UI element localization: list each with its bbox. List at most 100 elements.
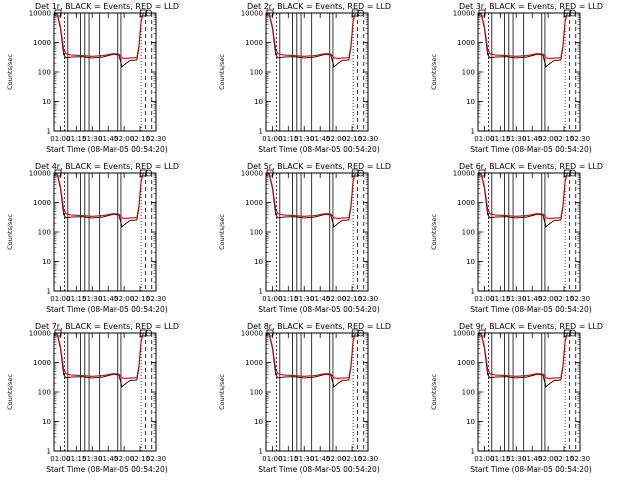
x-tick-label: 01:15 [490, 455, 510, 463]
series-line-events [265, 12, 363, 68]
x-axis-label: Start Time (08-Mar-05 00:54:20) [258, 465, 380, 474]
y-tick-label: 10 [254, 98, 263, 106]
x-tick-label: 02:00 [538, 455, 558, 463]
x-tick-label: 01:30 [82, 295, 102, 303]
x-tick-label: 02:15 [554, 455, 574, 463]
series-line-lld [477, 332, 575, 379]
series-line-lld [53, 332, 151, 379]
y-axis-label: Counts/sec [218, 54, 226, 90]
y-tick-label: 100 [38, 229, 51, 237]
x-tick-label: 02:00 [538, 135, 558, 143]
series-line-lld [53, 12, 151, 59]
y-axis-label: Counts/sec [6, 374, 14, 410]
series-line-lld [265, 332, 363, 379]
x-tick-label: 02:15 [130, 295, 150, 303]
x-tick-label: 01:15 [66, 295, 86, 303]
x-tick-label: 02:30 [146, 135, 166, 143]
y-tick-label: 1 [259, 448, 263, 456]
x-tick-label: 02:30 [358, 295, 378, 303]
series-line-lld [477, 12, 575, 59]
series-line-lld [265, 12, 363, 59]
y-tick-label: 1000 [245, 39, 263, 47]
y-tick-label: 10000 [241, 10, 263, 18]
x-tick-label: 01:15 [66, 455, 86, 463]
chart-panel-7: Det 7r, BLACK = Events, RED = LLD Start T… [6, 322, 179, 474]
y-tick-label: 100 [250, 389, 263, 397]
y-axis-label: Counts/sec [218, 374, 226, 410]
series-line-events [265, 332, 363, 388]
x-tick-label: 01:15 [490, 295, 510, 303]
y-axis-label: Counts/sec [430, 54, 438, 90]
series-line-lld [265, 172, 363, 219]
x-tick-label: 01:45 [522, 455, 542, 463]
y-tick-label: 100 [462, 69, 475, 77]
x-tick-label: 01:45 [522, 295, 542, 303]
series-line-events [477, 12, 575, 68]
y-tick-label: 10000 [29, 10, 51, 18]
x-axis-label: Start Time (08-Mar-05 00:54:20) [470, 465, 592, 474]
chart-title: Det 1r, BLACK = Events, RED = LLD [35, 2, 179, 11]
x-tick-label: 02:30 [146, 455, 166, 463]
y-tick-label: 10 [42, 98, 51, 106]
x-axis-label: Start Time (08-Mar-05 00:54:20) [470, 305, 592, 314]
x-tick-label: 02:15 [554, 295, 574, 303]
y-tick-label: 100 [38, 389, 51, 397]
x-tick-label: 02:15 [130, 455, 150, 463]
y-tick-label: 1000 [33, 199, 51, 207]
y-tick-label: 10 [466, 418, 475, 426]
y-tick-label: 1 [471, 448, 475, 456]
series-line-events [53, 172, 151, 228]
series-line-events [265, 172, 363, 228]
chart-title: Det 2r, BLACK = Events, RED = LLD [247, 2, 391, 11]
y-tick-label: 1000 [33, 359, 51, 367]
x-tick-label: 01:00 [474, 455, 494, 463]
x-tick-label: 01:45 [522, 135, 542, 143]
x-tick-label: 01:00 [50, 455, 70, 463]
y-tick-label: 1000 [245, 199, 263, 207]
y-tick-label: 1 [471, 128, 475, 136]
x-tick-label: 01:45 [310, 455, 330, 463]
series-line-events [53, 332, 151, 388]
x-tick-label: 02:00 [326, 455, 346, 463]
x-tick-label: 01:45 [310, 295, 330, 303]
y-tick-label: 10000 [29, 330, 51, 338]
x-tick-label: 01:00 [474, 135, 494, 143]
y-tick-label: 10000 [29, 170, 51, 178]
y-tick-label: 10000 [453, 330, 475, 338]
y-tick-label: 10000 [453, 10, 475, 18]
y-tick-label: 10 [42, 418, 51, 426]
series-line-events [53, 12, 151, 68]
y-tick-label: 10000 [453, 170, 475, 178]
x-tick-label: 02:15 [342, 135, 362, 143]
x-tick-label: 01:45 [98, 295, 118, 303]
plot-frame [477, 332, 581, 452]
x-tick-label: 02:15 [342, 295, 362, 303]
x-tick-label: 02:30 [358, 455, 378, 463]
chart-title: Det 9r, BLACK = Events, RED = LLD [459, 322, 603, 331]
chart-panel-5: Det 5r, BLACK = Events, RED = LLD Start T… [218, 162, 391, 314]
plot-frame [477, 12, 581, 132]
x-tick-label: 02:30 [570, 455, 590, 463]
x-tick-label: 01:30 [294, 455, 314, 463]
chart-title: Det 5r, BLACK = Events, RED = LLD [247, 162, 391, 171]
series-line-events [477, 172, 575, 228]
x-tick-label: 02:00 [326, 295, 346, 303]
x-tick-label: 02:15 [554, 135, 574, 143]
x-tick-label: 01:30 [82, 135, 102, 143]
chart-title: Det 8r, BLACK = Events, RED = LLD [247, 322, 391, 331]
x-tick-label: 02:30 [146, 295, 166, 303]
y-tick-label: 1000 [457, 39, 475, 47]
x-tick-label: 01:30 [82, 455, 102, 463]
y-axis-label: Counts/sec [430, 214, 438, 250]
x-tick-label: 01:15 [490, 135, 510, 143]
plot-frame [477, 172, 581, 292]
x-tick-label: 01:30 [294, 135, 314, 143]
y-tick-label: 10 [466, 258, 475, 266]
chart-title: Det 3r, BLACK = Events, RED = LLD [459, 2, 603, 11]
x-tick-label: 01:15 [278, 455, 298, 463]
x-tick-label: 02:00 [114, 295, 134, 303]
x-tick-label: 01:45 [98, 135, 118, 143]
x-tick-label: 02:30 [570, 295, 590, 303]
x-axis-label: Start Time (08-Mar-05 00:54:20) [470, 145, 592, 154]
